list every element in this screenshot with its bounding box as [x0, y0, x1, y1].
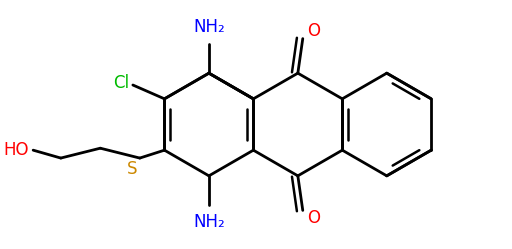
Text: NH₂: NH₂ — [193, 213, 225, 231]
Text: Cl: Cl — [113, 74, 129, 92]
Text: O: O — [307, 22, 319, 40]
Text: NH₂: NH₂ — [193, 18, 225, 36]
Text: S: S — [127, 160, 138, 178]
Text: O: O — [307, 209, 319, 227]
Text: HO: HO — [4, 141, 29, 159]
